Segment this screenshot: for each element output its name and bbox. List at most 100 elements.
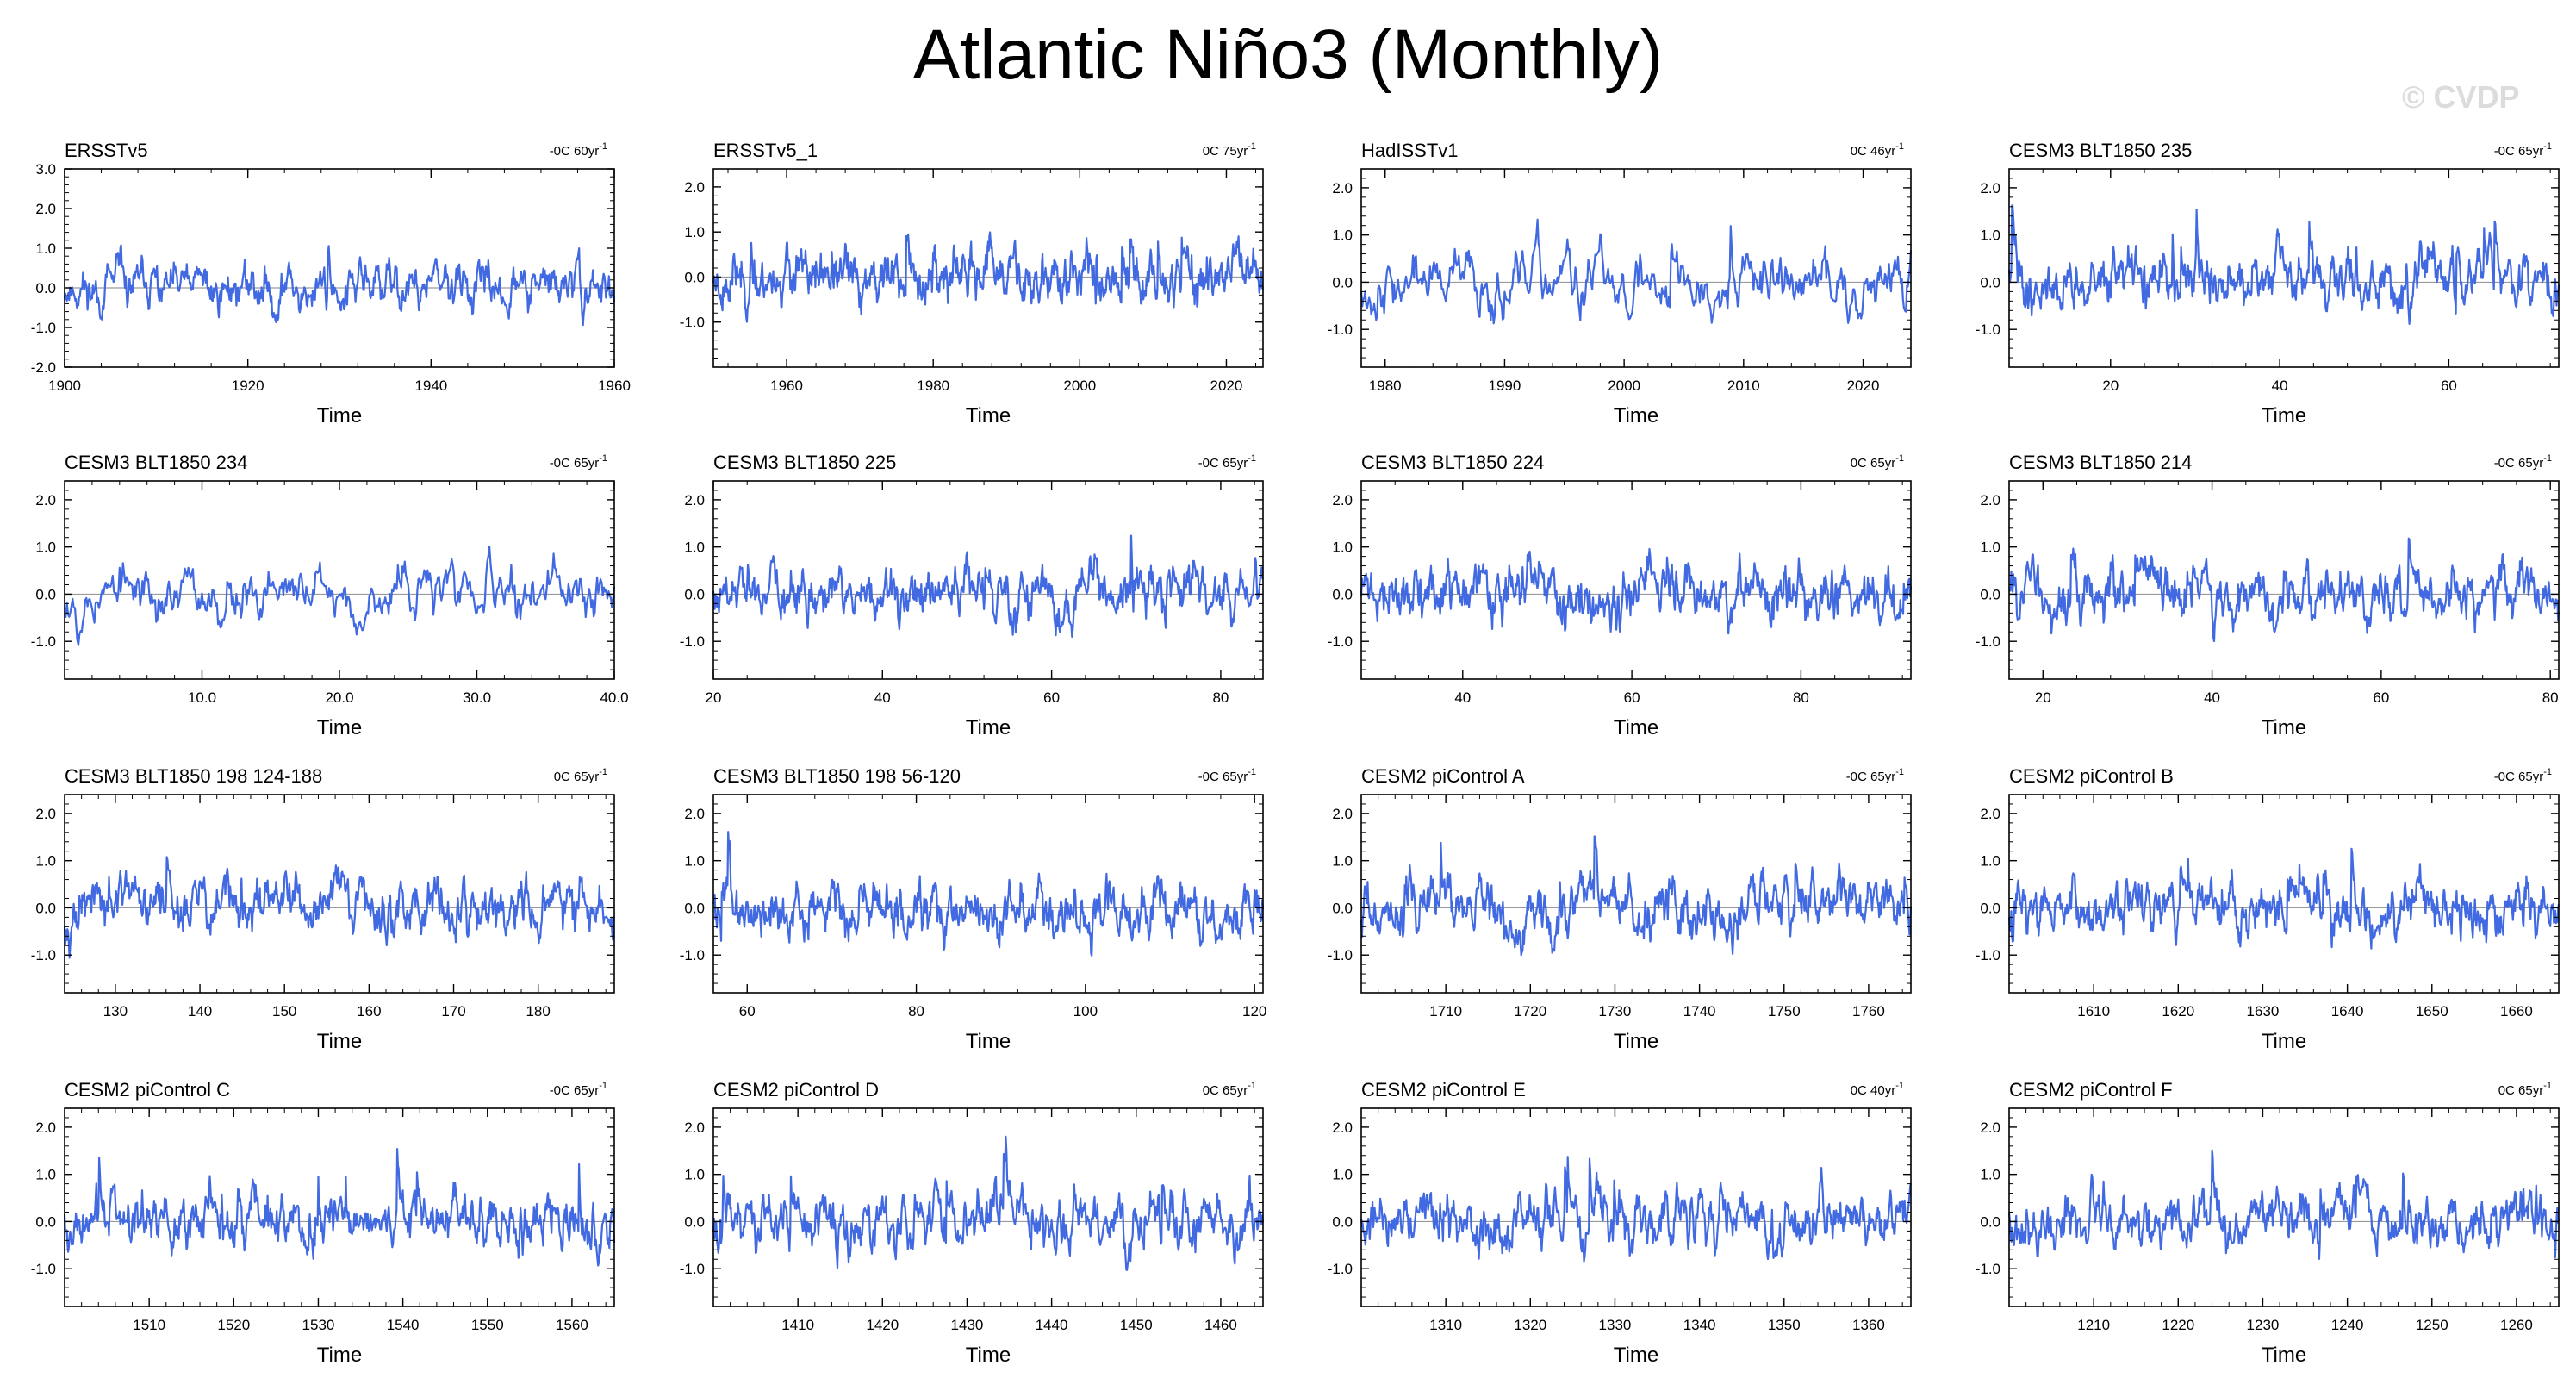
x-tick-label: 1990 xyxy=(1489,377,1521,394)
chart-panel: ERSSTv5 -0C 60yr-1 3.0 2.0 1.0 0.0 -1.0 -2.0190… xyxy=(31,140,631,427)
y-tick-label: 1.0 xyxy=(1332,853,1353,870)
x-tick-label: 1340 xyxy=(1683,1317,1716,1333)
chart-panel: CESM3 BLT1850 198 124-188 0C 65yr-1 2.0 1.0… xyxy=(31,765,616,1053)
y-tick-label: 1.0 xyxy=(684,539,705,556)
trend-superscript: -1 xyxy=(1248,453,1256,464)
y-tick-label: -1.0 xyxy=(680,633,705,650)
x-axis-label: Time xyxy=(2262,716,2306,739)
y-tick-label: -1.0 xyxy=(680,947,705,964)
x-tick-label: 1240 xyxy=(2331,1317,2364,1333)
plot-frame xyxy=(64,168,615,368)
chart-title: CESM2 piControl A xyxy=(1361,765,1525,787)
x-tick-label: 1410 xyxy=(781,1317,814,1333)
plot-frame xyxy=(1360,794,1912,994)
series-line xyxy=(2007,847,2560,950)
x-tick-label: 1260 xyxy=(2500,1317,2533,1333)
chart-title: CESM3 BLT1850 235 xyxy=(2009,140,2192,161)
plot-frame xyxy=(712,480,1264,680)
chart-panel: CESM3 BLT1850 198 56-120 -0C 65yr-1 2.0 1.0… xyxy=(680,765,1267,1053)
y-tick-label: -1.0 xyxy=(1976,1261,2000,1277)
trend-superscript: -1 xyxy=(2543,141,2552,152)
x-tick-label: 160 xyxy=(357,1003,381,1020)
y-tick-label: 0.0 xyxy=(1332,900,1353,916)
y-tick-label: 2.0 xyxy=(35,1119,56,1136)
x-tick-label: 1960 xyxy=(598,377,631,394)
chart-title: CESM3 BLT1850 198 56-120 xyxy=(713,765,961,787)
y-tick-label: 2.0 xyxy=(1980,806,2000,822)
y-tick-label: 1.0 xyxy=(35,539,56,556)
chart-title: ERSSTv5 xyxy=(65,140,148,161)
trend-superscript: -1 xyxy=(1895,767,1904,777)
chart-title: CESM2 piControl E xyxy=(1361,1079,1526,1101)
y-tick-label: -1.0 xyxy=(31,320,56,336)
y-tick-label: 0.0 xyxy=(1332,586,1353,602)
chart-trend-label: 0C 65yr-1 xyxy=(554,767,607,784)
chart-trend-label: -0C 65yr-1 xyxy=(1198,767,1256,784)
y-tick-label: 2.0 xyxy=(1980,180,2000,196)
trend-superscript: -1 xyxy=(1895,453,1904,464)
chart-title: CESM3 BLT1850 234 xyxy=(65,452,247,473)
x-tick-label: 1220 xyxy=(2162,1317,2194,1333)
plot-frame xyxy=(2008,168,2560,368)
series-line xyxy=(2007,204,2560,325)
trend-superscript: -1 xyxy=(599,1081,607,1091)
series-line xyxy=(712,1135,1265,1271)
x-tick-label: 80 xyxy=(908,1003,924,1020)
series-line xyxy=(1360,1156,1913,1263)
x-axis-label: Time xyxy=(966,1344,1011,1367)
y-tick-label: -1.0 xyxy=(680,315,705,331)
series-line xyxy=(63,856,616,959)
x-tick-label: 60 xyxy=(2441,377,2457,394)
trend-superscript: -1 xyxy=(1895,141,1904,152)
trend-superscript: -1 xyxy=(599,453,607,464)
x-tick-label: 1230 xyxy=(2247,1317,2280,1333)
x-tick-label: 1650 xyxy=(2416,1003,2448,1020)
x-tick-label: 1450 xyxy=(1120,1317,1153,1333)
y-tick-label: 0.0 xyxy=(684,1213,705,1230)
x-tick-label: 1710 xyxy=(1429,1003,1462,1020)
x-tick-label: 2000 xyxy=(1608,377,1640,394)
x-tick-label: 1460 xyxy=(1204,1317,1237,1333)
chart-trend-label: 0C 65yr-1 xyxy=(1203,1081,1256,1098)
trend-superscript: -1 xyxy=(1895,1081,1904,1091)
y-tick-label: 0.0 xyxy=(684,586,705,602)
chart-trend-label: -0C 65yr-1 xyxy=(550,453,607,471)
y-tick-label: 3.0 xyxy=(35,161,56,178)
x-axis-label: Time xyxy=(966,1030,1011,1053)
chart-trend-label: 0C 40yr-1 xyxy=(1851,1081,1904,1098)
y-tick-label: 0.0 xyxy=(1980,900,2000,916)
y-tick-label: -2.0 xyxy=(31,359,56,376)
x-tick-label: 1560 xyxy=(556,1317,588,1333)
plot-frame xyxy=(64,1107,615,1307)
x-tick-label: 1350 xyxy=(1768,1317,1801,1333)
chart-panel: CESM2 piControl B -0C 65yr-1 2.0 1.0 0.0 -1.0… xyxy=(1976,765,2560,1053)
chart-panel: CESM2 piControl F 0C 65yr-1 2.0 1.0 0.0 -1.0 1… xyxy=(1976,1079,2560,1367)
x-tick-label: 20 xyxy=(2102,377,2119,394)
x-tick-label: 40.0 xyxy=(600,689,628,706)
y-tick-label: 1.0 xyxy=(1332,539,1353,556)
x-tick-label: 1660 xyxy=(2500,1003,2533,1020)
x-tick-label: 1430 xyxy=(951,1317,984,1333)
y-tick-label: 1.0 xyxy=(35,1167,56,1183)
plot-frame xyxy=(712,1107,1264,1307)
trend-superscript: -1 xyxy=(2543,1081,2552,1091)
y-tick-label: 2.0 xyxy=(35,806,56,822)
y-tick-label: 1.0 xyxy=(684,1167,705,1183)
series-line xyxy=(2007,1149,2560,1261)
x-tick-label: 40 xyxy=(2272,377,2288,394)
trend-superscript: -1 xyxy=(1248,1081,1256,1091)
chart-trend-label: -0C 65yr-1 xyxy=(1846,767,1904,784)
x-tick-label: 20.0 xyxy=(325,689,353,706)
x-tick-label: 1530 xyxy=(302,1317,335,1333)
y-tick-label: 2.0 xyxy=(1332,806,1353,822)
x-tick-label: 1330 xyxy=(1599,1317,1632,1333)
x-axis-label: Time xyxy=(1614,1344,1658,1367)
y-tick-label: 0.0 xyxy=(1332,274,1353,290)
x-axis-label: Time xyxy=(2262,1030,2306,1053)
x-tick-label: 140 xyxy=(188,1003,212,1020)
x-tick-label: 1610 xyxy=(2077,1003,2110,1020)
plot-frame xyxy=(2008,1107,2560,1307)
y-tick-label: 1.0 xyxy=(35,240,56,257)
x-tick-label: 1630 xyxy=(2247,1003,2280,1020)
